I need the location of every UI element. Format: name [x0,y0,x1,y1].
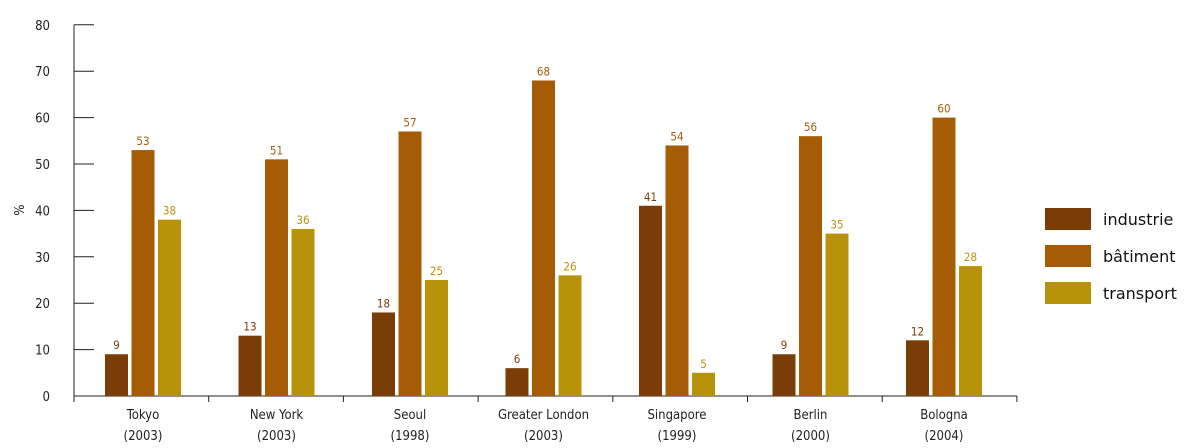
bar-transport [291,228,315,396]
bar-industrie [238,335,262,396]
bar-industrie [372,312,395,396]
legend-item-batiment: bâtiment [1045,244,1176,268]
bar-industrie [639,205,662,396]
legend-swatch-industrie [1045,208,1091,230]
bar-btiment [532,80,555,396]
data-label: 51 [270,143,283,157]
bar-btiment [131,150,155,396]
bar-transport [959,266,982,396]
data-label: 36 [296,213,309,227]
bar-industrie [505,368,529,396]
bar-btiment [799,136,822,396]
data-label: 5 [700,357,707,371]
legend-swatch-batiment [1045,245,1091,267]
bar-transport [692,372,715,396]
category-year-label: (2003) [124,429,163,444]
bar-transport [558,275,582,396]
category-year-label: (2000) [791,429,830,444]
y-tick-label: 50 [35,158,50,173]
data-label: 13 [243,320,256,334]
bar-btiment [932,117,956,396]
legend-item-industrie: industrie [1045,207,1173,231]
legend-label-transport: transport [1103,283,1177,303]
legend-swatch-transport [1045,282,1091,304]
bar-industrie [906,340,929,396]
y-tick-label: 40 [35,204,50,219]
bar-btiment [265,159,288,396]
category-year-label: (1999) [658,429,697,444]
data-label: 57 [403,116,416,130]
category-label: Greater London [498,408,589,423]
data-label: 18 [377,296,390,310]
data-label: 12 [911,324,924,338]
category-label: New York [250,408,304,423]
bar-industrie [772,354,796,396]
y-axis: 0 10 20 30 40 50 60 70 80 [35,19,94,405]
bar-btiment [398,131,422,396]
y-tick-label: 0 [43,390,50,405]
category-year-label: (1998) [391,429,430,444]
category-year-label: (2003) [524,429,563,444]
category-label: Singapore [648,408,707,423]
data-label: 6 [514,352,521,366]
data-label: 35 [830,218,843,232]
y-tick-label: 20 [35,297,50,312]
data-label: 28 [964,250,977,264]
data-label: 9 [113,338,120,352]
data-labels: 9 53 38 13 51 36 18 57 25 6 68 26 41 54 5 9 56 35 12 60 28 [113,64,977,370]
bars [105,80,982,396]
category-label: Tokyo [126,408,159,423]
data-label: 60 [937,102,950,116]
data-label: 56 [804,120,817,134]
bar-btiment [665,145,689,396]
y-tick-label: 30 [35,251,50,266]
category-label: Seoul [394,408,426,423]
legend-item-transport: transport [1045,281,1177,305]
category-year-label: (2003) [257,429,296,444]
data-label: 38 [163,204,176,218]
category-label: Berlin [794,408,828,423]
bar-industrie [105,354,128,396]
y-tick-label: 10 [35,344,50,359]
data-label: 53 [136,134,149,148]
legend-label-industrie: industrie [1103,209,1174,229]
data-label: 26 [563,259,576,273]
bar-transport [158,219,181,396]
category-label: Bologna [920,408,968,423]
y-tick-label: 60 [35,112,50,127]
data-label: 25 [430,264,443,278]
y-axis-title: % [13,204,28,215]
category-year-label: (2004) [925,429,964,444]
data-label: 54 [670,129,683,143]
y-tick-label: 80 [35,19,50,34]
bar-transport [825,233,849,396]
data-label: 9 [781,338,788,352]
bar-transport [425,280,448,396]
legend-label-batiment: bâtiment [1103,246,1176,266]
data-label: 68 [537,64,550,78]
x-axis: Tokyo (2003) New York (2003) Seoul (1998) Grea… [73,395,1018,444]
y-tick-label: 70 [35,65,50,80]
data-label: 41 [644,190,657,204]
